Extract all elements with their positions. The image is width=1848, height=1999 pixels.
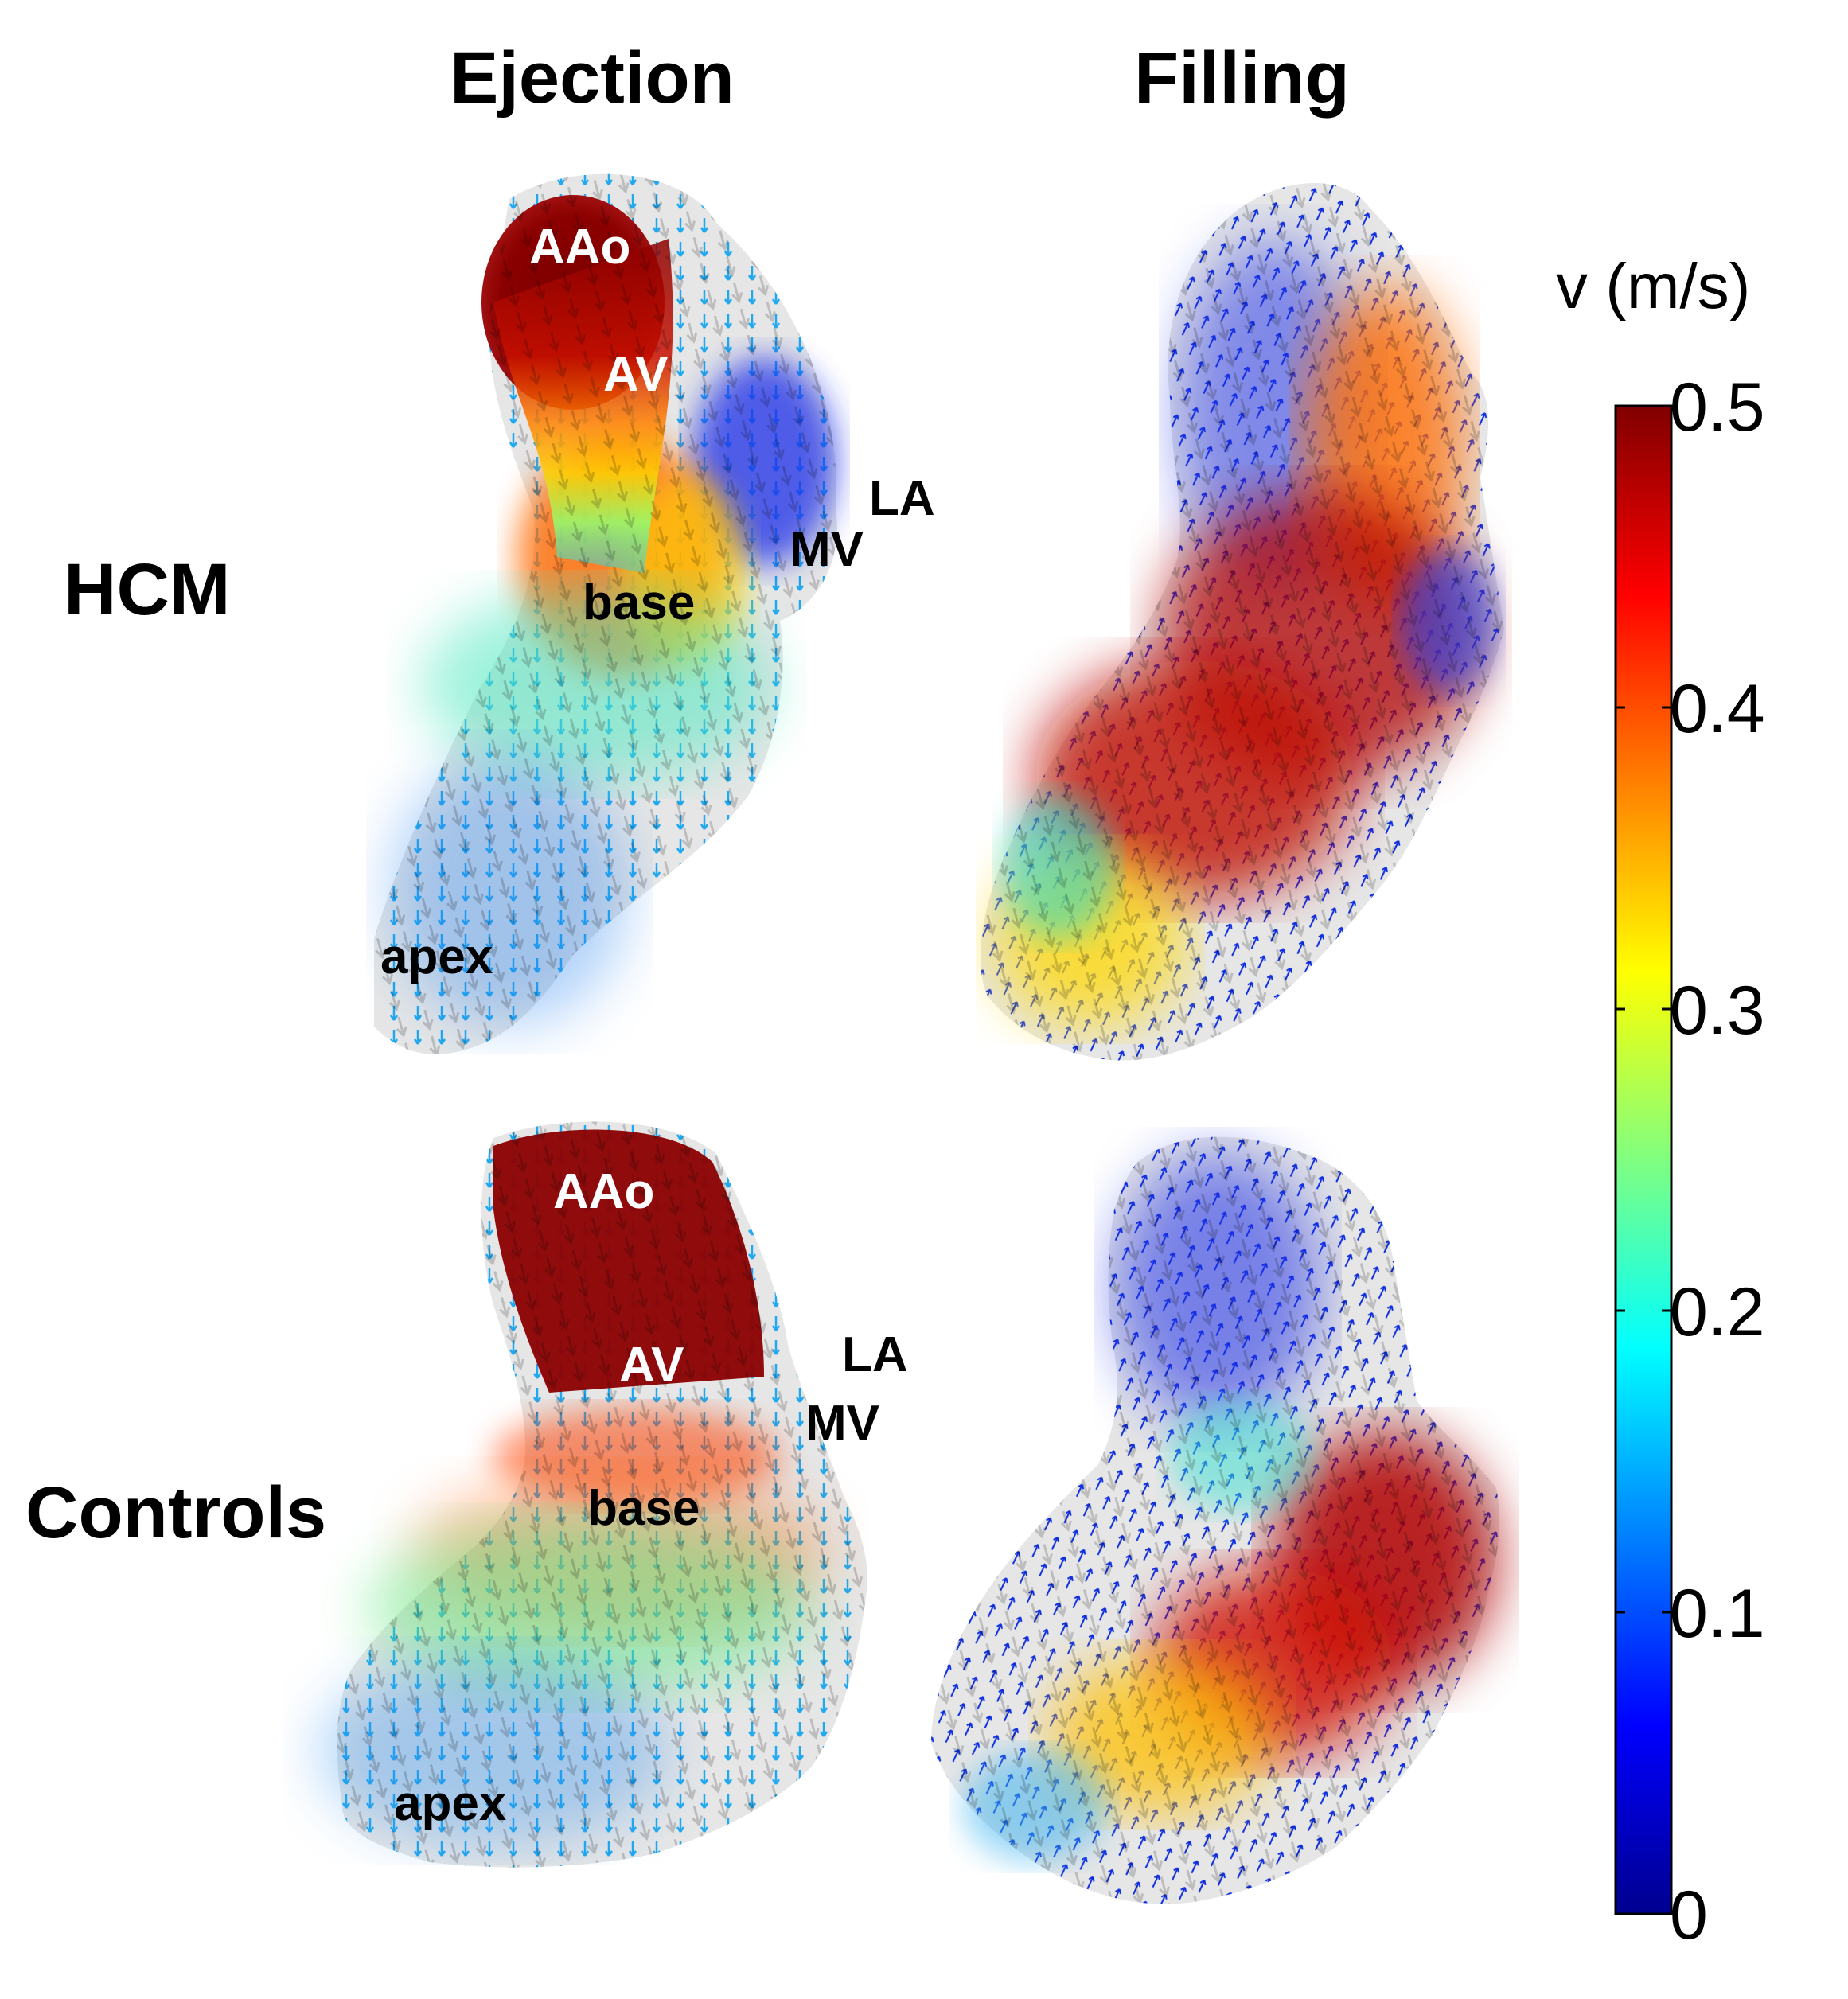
hcm-label-av: AV	[603, 347, 669, 402]
hcm-label-apex: apex	[380, 929, 493, 984]
colorbar-title: v (m/s)	[1556, 251, 1751, 321]
controls-label-mv: MV	[805, 1396, 879, 1451]
colorbar-tick-label-2: 0.2	[1670, 1274, 1765, 1350]
hcm-label-mv: MV	[789, 522, 864, 577]
controls-label-av: AV	[619, 1338, 684, 1393]
colorbar	[1614, 404, 1673, 1915]
colorbar-tick-label-0: 0	[1670, 1877, 1708, 1954]
colorbar-tick-label-1: 0.1	[1670, 1576, 1765, 1652]
colorbar-tick-label-3: 0.3	[1670, 972, 1765, 1049]
column-title-ejection: Ejection	[450, 37, 735, 119]
colorbar-ticks	[1616, 404, 1671, 1915]
colorbar-tick-label-4: 0.4	[1670, 671, 1765, 747]
column-title-filling: Filling	[1134, 37, 1350, 119]
controls-label-base: base	[587, 1481, 700, 1536]
colorbar-tick-label-5: 0.5	[1670, 369, 1765, 446]
hcm-label-la: LA	[869, 471, 935, 526]
row-title-controls: Controls	[25, 1472, 327, 1553]
colorbar-gradient	[1614, 404, 1673, 1915]
row-title-hcm: HCM	[64, 549, 231, 630]
controls-label-la: LA	[842, 1327, 908, 1382]
hcm-filling-panel	[980, 183, 1504, 1061]
controls-label-aao: AAo	[553, 1164, 655, 1219]
controls-label-apex: apex	[394, 1776, 507, 1831]
controls-filling-panel	[931, 1136, 1500, 1904]
hcm-ejection-panel	[374, 173, 837, 1054]
controls-ejection-panel	[318, 1121, 867, 1868]
hcm-label-aao: AAo	[529, 220, 631, 275]
hcm-label-base: base	[583, 575, 696, 630]
